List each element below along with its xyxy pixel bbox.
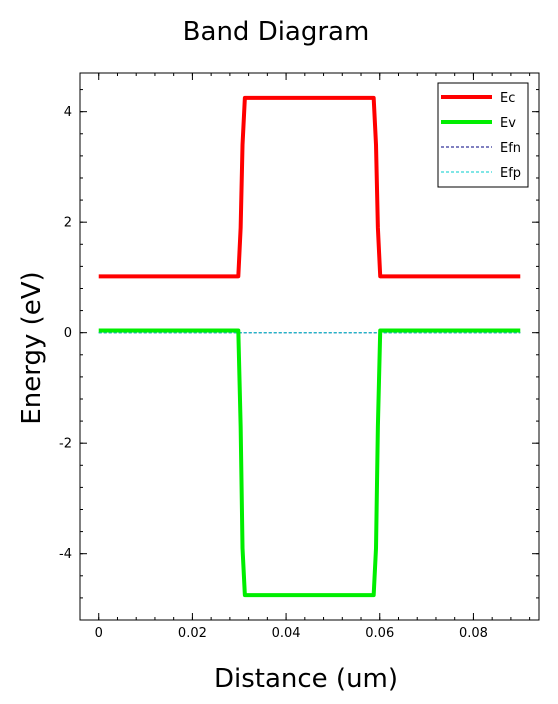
x-tick-label: 0.08 bbox=[459, 626, 488, 641]
legend-label-efn: Efn bbox=[500, 141, 521, 156]
axis-ticks: 0 0.02 0.04 0.06 0.08 -4 -2 0 2 4 bbox=[59, 73, 539, 641]
y-tick-label: 2 bbox=[64, 216, 72, 231]
y-tick-label: -2 bbox=[59, 437, 72, 452]
x-tick-label: 0.06 bbox=[365, 626, 394, 641]
legend: Ec Ev Efn Efp bbox=[437, 82, 529, 188]
chart-title: Band Diagram bbox=[183, 17, 370, 47]
y-tick-label: 4 bbox=[64, 105, 72, 120]
x-axis-label: Distance (um) bbox=[214, 664, 398, 694]
legend-label-ev: Ev bbox=[500, 116, 516, 131]
plot-frame bbox=[79, 72, 540, 621]
x-tick-label: 0.04 bbox=[272, 626, 301, 641]
series-ec-line bbox=[98, 95, 521, 279]
legend-label-ec: Ec bbox=[500, 91, 515, 106]
y-axis-label: Energy (eV) bbox=[17, 271, 47, 424]
x-tick-label: 0.02 bbox=[178, 626, 207, 641]
legend-label-efp: Efp bbox=[500, 166, 521, 181]
x-tick-label: 0 bbox=[95, 626, 103, 641]
series-ev-line bbox=[98, 328, 521, 598]
legend-box bbox=[437, 82, 529, 188]
y-tick-label: 0 bbox=[64, 326, 72, 341]
series-group bbox=[98, 95, 521, 598]
y-tick-label: -4 bbox=[59, 547, 72, 562]
